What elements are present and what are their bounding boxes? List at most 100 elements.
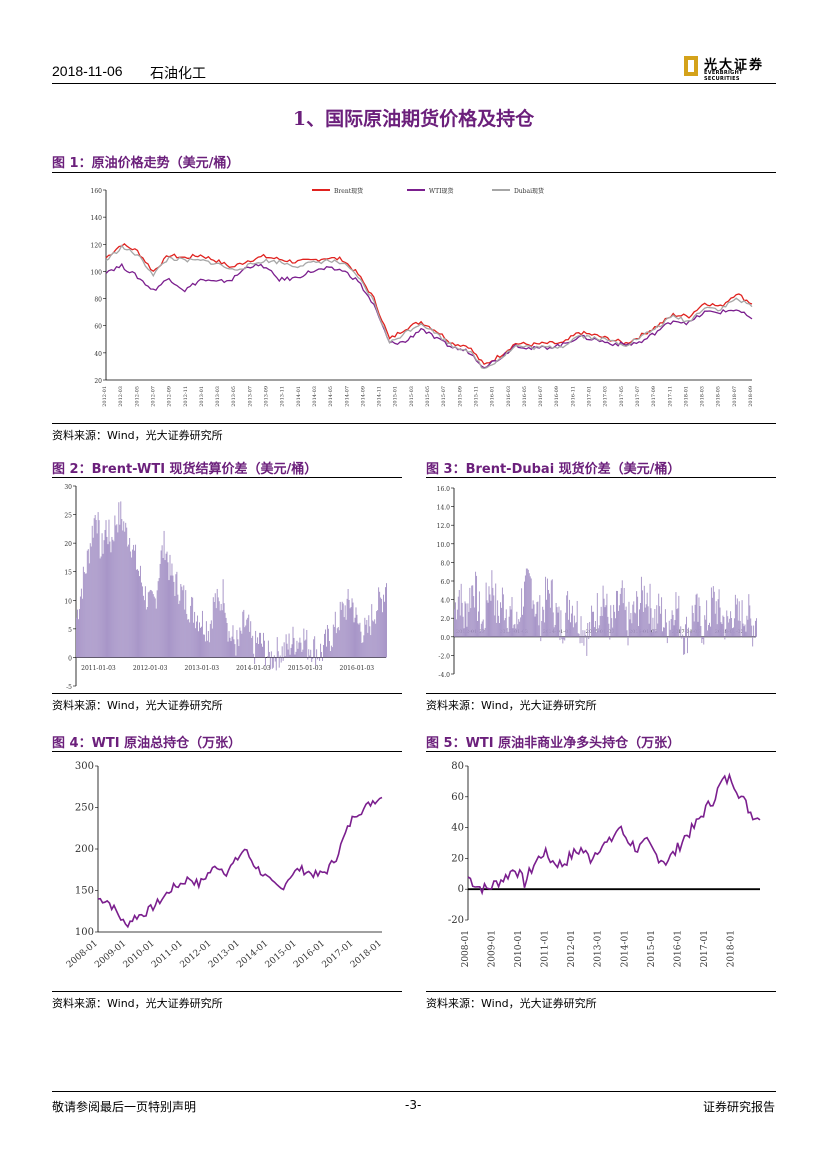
fig2-bar [208, 642, 210, 658]
fig3-bar [547, 589, 549, 637]
fig2-bar [93, 518, 95, 658]
fig3-bar [599, 616, 601, 637]
fig2-bar [91, 525, 93, 658]
fig4-title: 图 4：WTI 原油总持仓（万张） [52, 736, 242, 751]
fig2-bar [386, 583, 387, 658]
fig2-bar [255, 630, 257, 658]
fig2-bar [114, 515, 116, 658]
fig2-bar [270, 651, 272, 658]
fig2-bar [268, 651, 270, 658]
fig2-bar [127, 546, 129, 658]
fig3-bar [523, 581, 525, 637]
fig3-bar [455, 619, 457, 637]
fig3-bar [652, 617, 654, 637]
fig3-bar [508, 616, 510, 637]
fig1-legend-label: Brent现货 [334, 187, 363, 195]
fig3-bar [715, 601, 717, 637]
fig3-bar [506, 627, 508, 637]
fig3-bar [650, 608, 652, 637]
fig3-bar [637, 596, 639, 637]
fig2-bar [82, 566, 84, 658]
fig3-bar [595, 632, 597, 637]
fig3-title: 图 3：Brent-Dubai 现货价差（美元/桶） [426, 462, 681, 477]
fig2-bar [316, 649, 318, 658]
fig4-x-tick-label: 2018-01 [349, 939, 384, 971]
fig2-bar [223, 603, 225, 658]
fig3-bar [560, 610, 562, 637]
fig3-bar [476, 575, 478, 637]
fig3-bar [674, 620, 676, 637]
fig2-bar [360, 631, 362, 658]
fig2-bar [211, 628, 213, 658]
fig5-x-tick-label: 2013-01 [594, 930, 604, 967]
fig2-bar [205, 621, 207, 658]
fig2-bar [76, 617, 77, 658]
fig3-bar [651, 632, 653, 637]
fig3-bar [663, 627, 665, 637]
fig1-x-tick-label: 2012-05 [134, 386, 140, 407]
fig1-x-tick-label: 2018-01 [683, 386, 689, 407]
fig2-bar [282, 657, 284, 661]
fig3-bar [727, 616, 729, 637]
fig4-y-tick-label: 150 [75, 886, 94, 897]
fig2-bar [79, 596, 81, 658]
fig2-bar [102, 553, 104, 658]
fig2-x-tick-label: 2016-01-03 [340, 665, 375, 672]
fig3-bar [737, 620, 739, 637]
fig2-bar [362, 642, 364, 658]
fig2-bar [341, 601, 343, 658]
fig3-bar [598, 625, 600, 637]
fig2-bar [370, 635, 372, 658]
fig3-bar [742, 623, 744, 637]
fig2-bar [146, 607, 148, 658]
fig3-bar [460, 583, 462, 637]
fig1-top-rule [52, 172, 776, 173]
fig3-bar [664, 609, 666, 637]
fig3-bar [481, 621, 483, 637]
fig3-y-tick-label: 0.0 [440, 635, 450, 642]
fig2-bar [104, 529, 106, 658]
fig3-bar [709, 622, 710, 637]
fig2-bar [219, 610, 221, 658]
fig2-bar [251, 637, 253, 658]
fig3-bar [593, 611, 594, 637]
fig3-bar [567, 591, 569, 637]
fig5-y-tick-label: 60 [451, 792, 464, 803]
fig2-bar [186, 613, 188, 658]
fig5-x-tick-label: 2017-01 [700, 930, 710, 967]
fig2-bar [176, 571, 178, 658]
fig3-bar [729, 618, 731, 637]
fig2-bar [313, 639, 315, 658]
fig2-bar [229, 637, 231, 658]
fig3-bar [613, 604, 615, 637]
fig3-bar [658, 593, 660, 637]
fig2-bar [303, 628, 305, 658]
fig3-bar [521, 588, 523, 637]
fig2-bar [169, 554, 171, 658]
header-sector: 石油化工 [150, 66, 206, 82]
fig3-y-tick-label: 16.0 [437, 486, 451, 493]
fig5-x-tick-label: 2018-01 [726, 930, 736, 967]
fig2-y-tick-label: 20 [64, 541, 72, 548]
fig3-bar [518, 619, 520, 637]
fig2-bar [78, 609, 80, 658]
fig2-bar [142, 595, 144, 658]
header-divider [52, 83, 776, 84]
fig3-bar [552, 612, 554, 637]
fig2-bar [184, 609, 186, 658]
fig2-bar [358, 624, 360, 658]
fig3-bar [681, 636, 683, 639]
fig2-bar [377, 610, 379, 658]
fig3-bar [672, 614, 674, 637]
fig3-bar [656, 605, 658, 637]
fig1-x-tick-label: 2014-03 [312, 386, 318, 407]
fig3-bar [749, 605, 751, 637]
fig3-bottom-rule [426, 693, 776, 694]
fig3-bar [710, 587, 712, 637]
fig1-x-tick-label: 2013-07 [247, 386, 253, 407]
fig2-bar [200, 626, 202, 658]
fig2-bar [331, 647, 333, 658]
fig2-bar [181, 586, 183, 658]
fig3-bar [546, 599, 547, 637]
fig2-bar [366, 620, 368, 658]
